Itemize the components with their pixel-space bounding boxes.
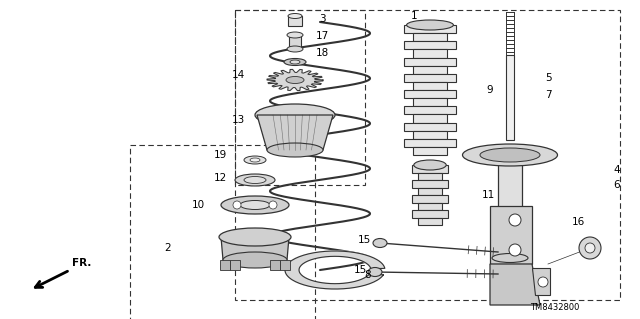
- Text: 15: 15: [357, 235, 371, 245]
- Text: 4: 4: [614, 165, 620, 175]
- Ellipse shape: [463, 144, 557, 166]
- Text: 9: 9: [486, 85, 493, 95]
- Circle shape: [579, 237, 601, 259]
- Bar: [235, 10, 365, 185]
- Ellipse shape: [286, 77, 304, 84]
- Bar: [412, 165, 448, 173]
- Polygon shape: [285, 251, 385, 289]
- Ellipse shape: [368, 268, 382, 277]
- Circle shape: [509, 214, 521, 226]
- Text: 12: 12: [213, 173, 227, 183]
- Ellipse shape: [480, 148, 540, 162]
- Bar: [404, 90, 456, 98]
- Bar: [413, 147, 447, 155]
- Ellipse shape: [221, 196, 289, 214]
- Bar: [404, 139, 456, 147]
- Bar: [289, 35, 301, 49]
- Circle shape: [538, 277, 548, 287]
- Bar: [413, 33, 447, 41]
- Polygon shape: [257, 115, 333, 150]
- Polygon shape: [221, 237, 289, 260]
- Bar: [490, 206, 532, 264]
- Text: 10: 10: [191, 200, 205, 210]
- Ellipse shape: [267, 143, 323, 157]
- Bar: [418, 203, 442, 210]
- Ellipse shape: [250, 158, 260, 162]
- Text: 19: 19: [213, 150, 227, 160]
- Text: 17: 17: [316, 31, 328, 41]
- Bar: [220, 260, 230, 270]
- Text: 11: 11: [481, 190, 495, 200]
- Bar: [412, 180, 448, 188]
- Text: 8: 8: [365, 270, 371, 280]
- Ellipse shape: [219, 228, 291, 246]
- Bar: [230, 260, 240, 270]
- Bar: [404, 25, 456, 33]
- Bar: [270, 260, 280, 270]
- Polygon shape: [267, 70, 323, 91]
- Circle shape: [509, 244, 521, 256]
- Bar: [418, 218, 442, 225]
- Polygon shape: [532, 268, 550, 295]
- Bar: [506, 55, 514, 140]
- Text: 3: 3: [319, 14, 325, 24]
- Bar: [413, 82, 447, 90]
- Ellipse shape: [235, 174, 275, 186]
- Bar: [404, 57, 456, 66]
- Circle shape: [233, 201, 241, 209]
- Ellipse shape: [240, 201, 270, 210]
- Text: 14: 14: [232, 70, 244, 80]
- Ellipse shape: [287, 46, 303, 52]
- Bar: [288, 16, 302, 26]
- Bar: [494, 264, 526, 284]
- Text: 6: 6: [614, 180, 620, 190]
- Ellipse shape: [373, 239, 387, 248]
- Bar: [412, 195, 448, 203]
- Ellipse shape: [255, 104, 335, 126]
- Text: TM8432800: TM8432800: [530, 302, 579, 311]
- Ellipse shape: [290, 60, 300, 64]
- Bar: [418, 173, 442, 180]
- Polygon shape: [490, 264, 540, 305]
- Text: 5: 5: [545, 73, 551, 83]
- Bar: [413, 98, 447, 106]
- Bar: [413, 66, 447, 74]
- Bar: [413, 49, 447, 57]
- Ellipse shape: [244, 156, 266, 164]
- Ellipse shape: [492, 254, 528, 263]
- Bar: [418, 188, 442, 195]
- Text: 7: 7: [545, 90, 551, 100]
- Text: 18: 18: [316, 48, 328, 58]
- Ellipse shape: [223, 252, 287, 268]
- Bar: [498, 162, 522, 252]
- Ellipse shape: [406, 20, 453, 30]
- Text: 15: 15: [353, 265, 367, 275]
- Bar: [235, 10, 620, 300]
- Text: 13: 13: [232, 115, 244, 125]
- Bar: [404, 106, 456, 115]
- Circle shape: [585, 243, 595, 253]
- Text: 16: 16: [572, 217, 584, 227]
- Bar: [404, 122, 456, 130]
- Circle shape: [269, 201, 277, 209]
- Text: 1: 1: [411, 11, 417, 21]
- Text: FR.: FR.: [72, 258, 92, 268]
- Ellipse shape: [284, 58, 306, 65]
- Ellipse shape: [288, 13, 302, 19]
- Bar: [404, 74, 456, 82]
- Bar: [130, 145, 315, 319]
- Bar: [412, 210, 448, 218]
- Ellipse shape: [287, 32, 303, 38]
- Bar: [404, 41, 456, 49]
- Ellipse shape: [414, 160, 446, 170]
- Text: 2: 2: [164, 243, 172, 253]
- Bar: [413, 115, 447, 122]
- Ellipse shape: [244, 176, 266, 183]
- Bar: [413, 130, 447, 139]
- Bar: [280, 260, 290, 270]
